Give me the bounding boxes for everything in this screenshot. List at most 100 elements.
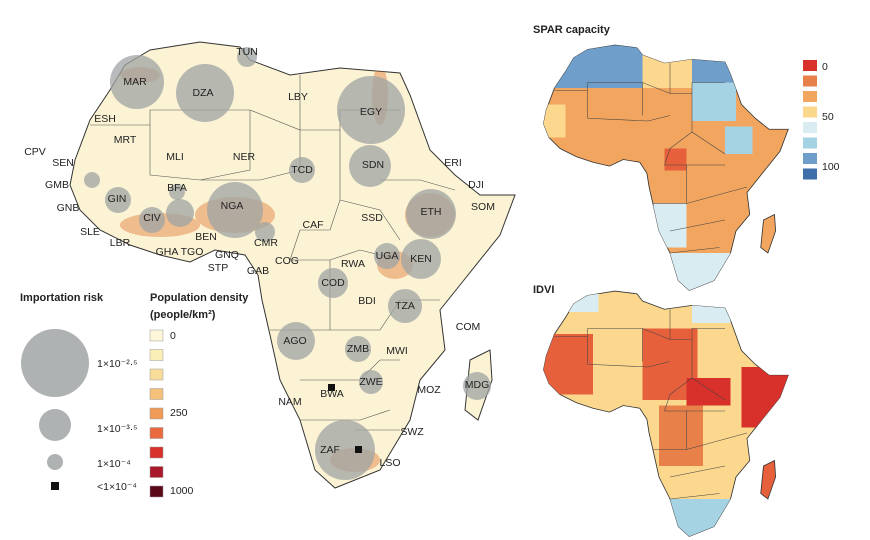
risk-circle (289, 157, 315, 183)
country-label: COG (275, 255, 299, 267)
country-label: DJI (468, 179, 484, 191)
country-label: COD (321, 277, 345, 289)
risk-square (328, 384, 335, 391)
risk-circle (318, 268, 348, 298)
country-label: ZWE (359, 376, 382, 388)
country-label: MDG (465, 379, 490, 391)
country-label: CIV (143, 212, 161, 224)
risk-legend (21, 329, 89, 490)
country-label: ZAF (320, 444, 340, 456)
country-label: ETH (421, 206, 442, 218)
spar-swatch (803, 137, 817, 149)
spar-swatch (803, 106, 817, 118)
spar-map (543, 44, 789, 291)
risk-circle (84, 172, 100, 188)
legend-label: 1×10⁻²·⁵ (97, 358, 138, 370)
country-label: RWA (341, 258, 365, 270)
spar-swatch (803, 60, 817, 71)
country-label: ZMB (347, 343, 369, 355)
legend-title: (people/km²) (150, 309, 216, 321)
risk-circle (166, 199, 194, 227)
legend-label: 100 (822, 161, 840, 173)
risk-circle (139, 207, 165, 233)
risk-circle (105, 187, 131, 213)
country-label: SWZ (400, 426, 424, 438)
country-label: MLI (166, 151, 184, 163)
country-label: CAF (303, 219, 324, 231)
legend-label: 1×10⁻⁴ (97, 458, 131, 470)
legend-label: 50 (822, 111, 834, 123)
country-label: SDN (362, 159, 384, 171)
map-title: SPAR capacity (533, 24, 611, 36)
country-label: NER (233, 151, 256, 163)
risk-circle (463, 372, 491, 400)
risk-circle (401, 239, 441, 279)
country-label: SLE (80, 226, 100, 238)
spar-swatch (803, 168, 817, 180)
country-label: KEN (410, 253, 432, 265)
country-label: BFA (167, 182, 187, 194)
spar-swatch (803, 122, 817, 133)
country-label: TZA (395, 300, 415, 312)
country-label: COM (456, 321, 481, 333)
country-label: DZA (193, 87, 214, 99)
country-label: NAM (278, 396, 301, 408)
risk-circle (337, 76, 405, 144)
country-label: UGA (376, 250, 399, 262)
risk-circles (84, 47, 491, 480)
country-label: BEN (195, 231, 217, 243)
country-labels: TUN MAR DZA LBY EGY ESH MRT CPV SEN MLI NER TCD SDN E… (24, 46, 495, 469)
country-label: TCD (291, 164, 313, 176)
risk-circle (255, 222, 275, 242)
country-label: EGY (360, 106, 382, 118)
density-swatch (149, 388, 164, 400)
country-label: LBY (288, 91, 308, 103)
country-label: BDI (358, 295, 376, 307)
risk-circle (374, 243, 400, 269)
country-label: SSD (361, 212, 383, 224)
risk-circle (169, 184, 185, 200)
density-swatch (149, 368, 164, 381)
country-label: NGA (221, 200, 244, 212)
country-label: SEN (52, 157, 74, 169)
risk-circle (110, 55, 164, 109)
legend-label: 1000 (170, 485, 194, 497)
country-label: ESH (94, 113, 116, 125)
country-label: MWI (386, 345, 408, 357)
country-label: TGO (181, 246, 204, 258)
legend-label: 250 (170, 407, 188, 419)
country-label: CMR (254, 237, 278, 249)
spar-swatch (803, 153, 817, 164)
density-swatch (149, 485, 164, 498)
legend-label: <1×10⁻⁴ (97, 481, 137, 493)
risk-circle (359, 370, 383, 394)
spar-swatch (803, 75, 817, 87)
legend-label: 0 (822, 61, 828, 73)
risk-circle (176, 64, 234, 122)
country-label: SOM (471, 201, 495, 213)
risk-circle (406, 189, 456, 239)
country-label: GIN (108, 193, 127, 205)
country-label: MOZ (417, 384, 441, 396)
country-label: LBR (110, 237, 131, 249)
legend-title: Population density (150, 292, 249, 304)
country-label: STP (208, 262, 228, 274)
country-label: GNB (57, 202, 80, 214)
risk-circle (207, 182, 263, 238)
country-label: MAR (123, 76, 147, 88)
spar-swatch (803, 91, 817, 102)
country-label: LSO (379, 457, 400, 469)
risk-circle (388, 289, 422, 323)
density-swatch (149, 466, 164, 478)
country-label: GNQ (215, 249, 239, 261)
country-label: TUN (236, 46, 258, 58)
density-swatch (149, 349, 164, 361)
spar-legend (803, 60, 817, 180)
density-swatch (149, 329, 164, 342)
risk-circle (349, 145, 391, 187)
risk-circle (315, 420, 375, 480)
country-label: BWA (320, 388, 344, 400)
density-swatch (149, 446, 164, 459)
legend-title: Importation risk (20, 292, 104, 304)
